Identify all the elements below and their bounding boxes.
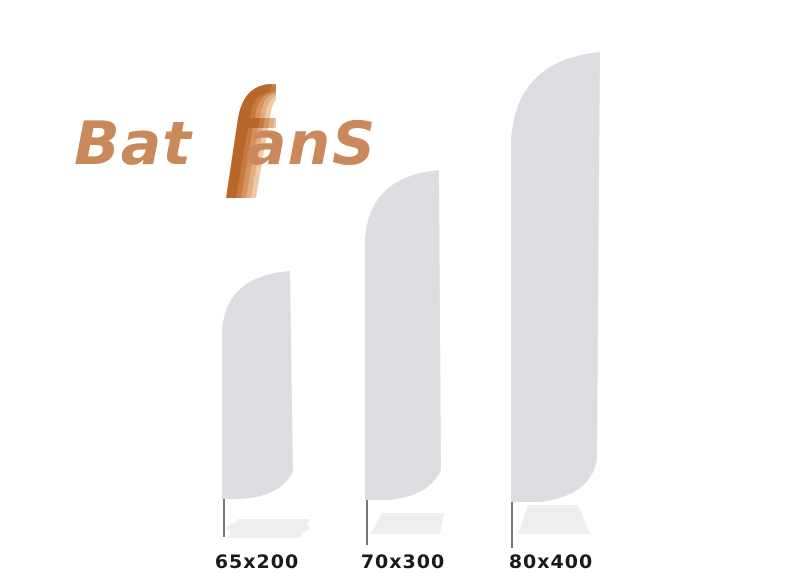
- logo-f-layer: [226, 84, 272, 198]
- flag-80x400: [511, 52, 600, 548]
- logo-f-layer: [231, 84, 276, 198]
- size-label-80x400: 80x400: [508, 551, 594, 573]
- logo-f-glyph: [226, 84, 276, 198]
- logo-text-s: S: [332, 109, 377, 179]
- flag-banner: [511, 52, 600, 502]
- logo-text-an: an: [246, 109, 332, 179]
- logo-f-layer: [236, 84, 276, 198]
- flag-65x200: [222, 271, 310, 538]
- logo-text-bat: Bat: [74, 109, 192, 179]
- size-label-65x200: 65x200: [214, 551, 300, 573]
- flag-base-shadow: [370, 513, 444, 534]
- flag-banner: [365, 170, 441, 500]
- flag-70x300: [365, 170, 444, 545]
- batfan-s-logo: Bat an S: [70, 78, 380, 198]
- flag-base-shadow: [518, 505, 590, 534]
- flag-base-shadow: [228, 519, 310, 538]
- size-label-70x300: 70x300: [360, 551, 446, 573]
- flag-banner: [222, 271, 293, 499]
